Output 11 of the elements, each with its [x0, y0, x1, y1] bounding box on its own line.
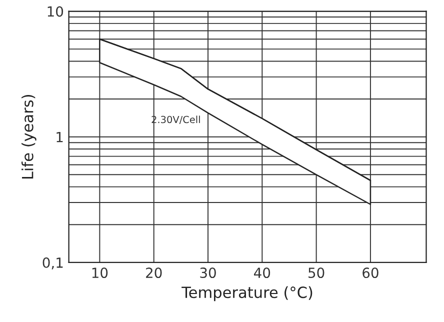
y-tick-label: 1 [56, 132, 63, 142]
x-tick-label: 60 [362, 268, 378, 278]
x-tick-label: 50 [308, 268, 324, 278]
y-tick-label: 0,1 [42, 257, 63, 270]
x-tick-label: 10 [92, 268, 108, 278]
x-tick-label: 40 [254, 268, 270, 278]
x-tick-label: 30 [200, 268, 216, 278]
y-axis-title: Life (years) [22, 94, 36, 179]
x-axis-title: Temperature (°C) [182, 286, 312, 302]
y-tick-label: 10 [48, 6, 64, 17]
x-tick-label: 20 [146, 268, 162, 278]
